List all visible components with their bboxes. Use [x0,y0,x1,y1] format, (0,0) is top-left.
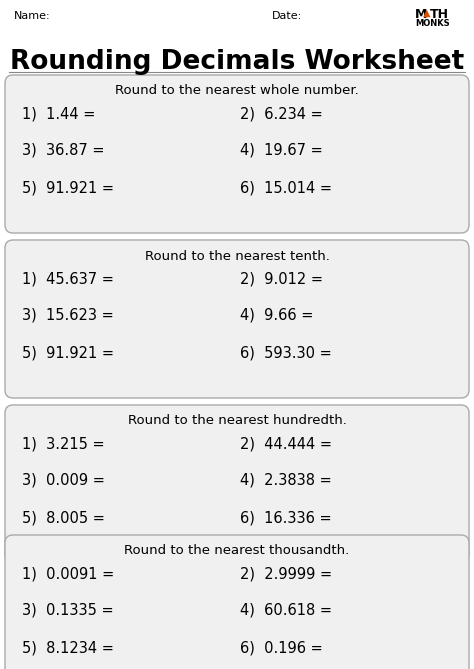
Text: 6)  593.30 =: 6) 593.30 = [240,345,332,361]
Text: 3)  0.009 =: 3) 0.009 = [22,472,105,488]
Text: MONKS: MONKS [415,19,450,28]
Text: 1)  45.637 =: 1) 45.637 = [22,272,114,286]
FancyBboxPatch shape [5,75,469,233]
Text: 5)  91.921 =: 5) 91.921 = [22,181,114,195]
FancyBboxPatch shape [5,240,469,398]
Text: 1)  0.0091 =: 1) 0.0091 = [22,567,114,581]
Text: Date:: Date: [272,11,302,21]
Text: Round to the nearest thousandth.: Round to the nearest thousandth. [124,545,350,557]
Text: 6)  0.196 =: 6) 0.196 = [240,640,323,656]
Text: 4)  2.3838 =: 4) 2.3838 = [240,472,332,488]
Text: 3)  36.87 =: 3) 36.87 = [22,142,104,157]
Text: 2)  9.012 =: 2) 9.012 = [240,272,323,286]
Text: 1)  1.44 =: 1) 1.44 = [22,106,95,122]
Text: 2)  6.234 =: 2) 6.234 = [240,106,323,122]
Text: 6)  16.336 =: 6) 16.336 = [240,510,332,526]
Text: 4)  60.618 =: 4) 60.618 = [240,603,332,617]
Text: Rounding Decimals Worksheet: Rounding Decimals Worksheet [10,49,464,75]
Text: ▲: ▲ [423,8,430,18]
Text: 4)  9.66 =: 4) 9.66 = [240,308,313,322]
Text: 1)  3.215 =: 1) 3.215 = [22,436,105,452]
Text: 2)  2.9999 =: 2) 2.9999 = [240,567,332,581]
FancyBboxPatch shape [5,405,469,563]
Text: Name:: Name: [14,11,51,21]
Text: Round to the nearest whole number.: Round to the nearest whole number. [115,84,359,98]
Text: Round to the nearest hundredth.: Round to the nearest hundredth. [128,415,346,427]
Text: 4)  19.67 =: 4) 19.67 = [240,142,323,157]
Text: 2)  44.444 =: 2) 44.444 = [240,436,332,452]
Text: 6)  15.014 =: 6) 15.014 = [240,181,332,195]
Text: 5)  91.921 =: 5) 91.921 = [22,345,114,361]
Text: 3)  0.1335 =: 3) 0.1335 = [22,603,114,617]
Text: Round to the nearest tenth.: Round to the nearest tenth. [145,250,329,262]
Text: M: M [415,8,428,21]
Text: 5)  8.1234 =: 5) 8.1234 = [22,640,114,656]
Text: TH: TH [430,8,449,21]
FancyBboxPatch shape [5,535,469,669]
Text: 5)  8.005 =: 5) 8.005 = [22,510,105,526]
Text: 3)  15.623 =: 3) 15.623 = [22,308,114,322]
